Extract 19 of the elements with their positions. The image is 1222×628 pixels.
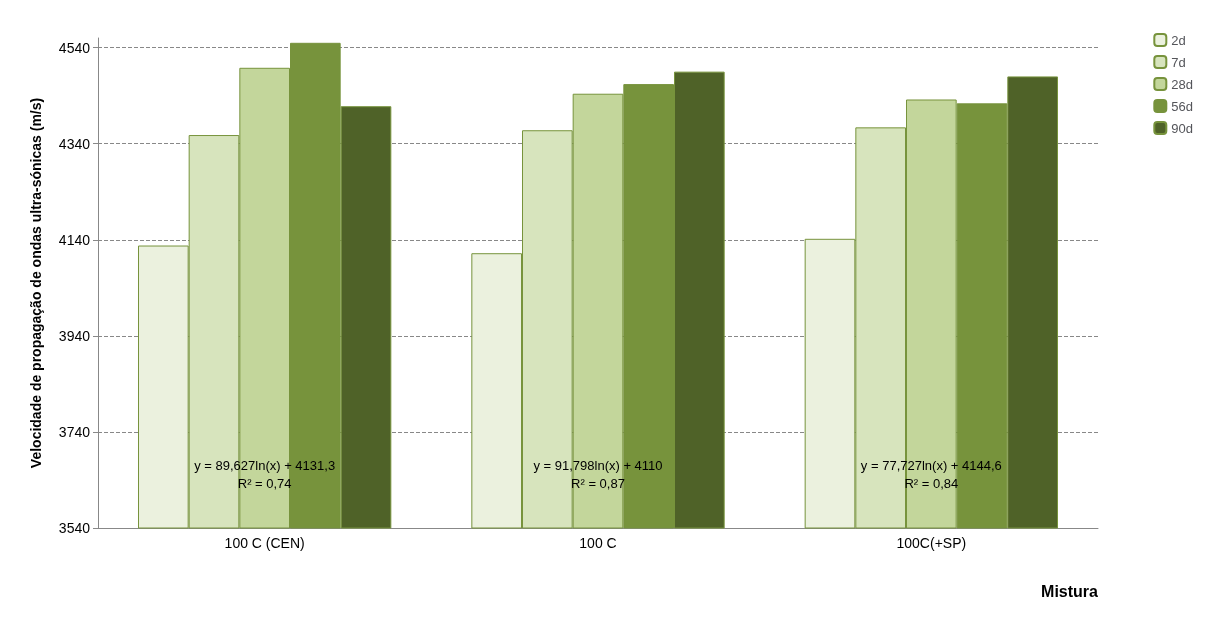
x-axis-title: Mistura xyxy=(1041,582,1099,600)
legend-label: 56d xyxy=(1171,98,1194,114)
y-tick-label: 3540 xyxy=(58,520,91,536)
y-tick-label: 4140 xyxy=(58,231,91,248)
legend-label: 90d xyxy=(1171,120,1194,136)
legend-label: 2d xyxy=(1171,32,1186,48)
legend-label: 28d xyxy=(1171,76,1194,92)
annotation: y = 77,727ln(x) + 4144,6 R² = 0,84 xyxy=(860,457,1002,491)
y-tick-label: 4340 xyxy=(58,135,91,152)
x-tick-label: 100C(+SP) xyxy=(896,535,967,551)
y-tick-label: 3740 xyxy=(58,423,91,440)
x-tick-label: 100 C (CEN) xyxy=(224,535,305,551)
y-tick-label: 4540 xyxy=(58,39,91,56)
y-axis-title: Velocidade de propagação de ondas ultra-sónicas (m/s) xyxy=(28,97,44,469)
annotation: y = 89,627ln(x) + 4131,3 R² = 0,74 xyxy=(194,457,336,491)
y-tick-label: 3940 xyxy=(58,327,91,344)
legend-label: 7d xyxy=(1171,54,1186,70)
x-tick-label: 100 C xyxy=(579,535,617,551)
annotation: y = 91,798ln(x) + 4110 R² = 0,87 xyxy=(533,457,663,491)
